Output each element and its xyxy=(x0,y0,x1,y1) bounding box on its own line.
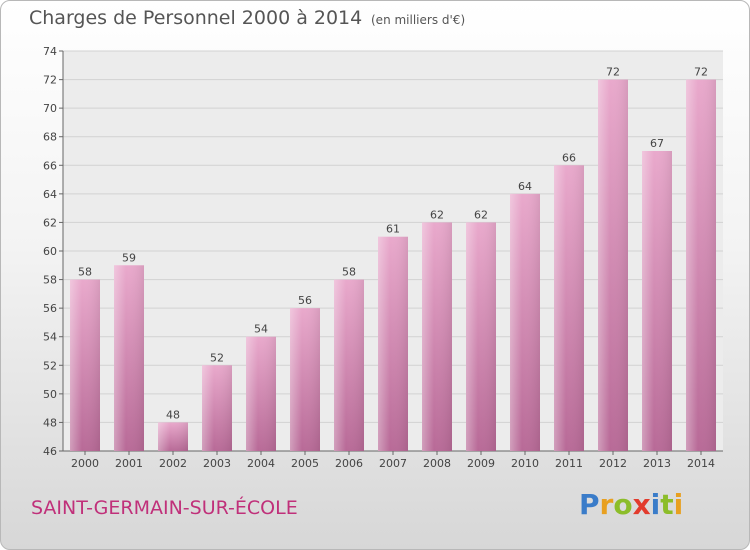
y-tick-label: 72 xyxy=(43,74,57,87)
logo-letter: t xyxy=(660,488,674,521)
y-tick-label: 52 xyxy=(43,359,57,372)
x-tick-label: 2014 xyxy=(687,457,715,470)
x-tick-label: 2011 xyxy=(555,457,583,470)
bar-value-label: 62 xyxy=(474,208,488,221)
x-tick-label: 2000 xyxy=(71,457,99,470)
bar-value-label: 52 xyxy=(210,351,224,364)
bar-shade xyxy=(246,336,276,451)
x-tick-label: 2003 xyxy=(203,457,231,470)
bar-shade xyxy=(290,308,320,451)
x-tick-label: 2004 xyxy=(247,457,275,470)
bar-value-label: 64 xyxy=(518,180,532,193)
x-tick-label: 2002 xyxy=(159,457,187,470)
x-tick-label: 2012 xyxy=(599,457,627,470)
x-tick-label: 2005 xyxy=(291,457,319,470)
chart-title: Charges de Personnel 2000 à 2014 xyxy=(29,7,363,29)
bar-value-label: 67 xyxy=(650,137,664,150)
bar-value-label: 62 xyxy=(430,208,444,221)
bar-value-label: 61 xyxy=(386,223,400,236)
y-tick-label: 60 xyxy=(43,245,57,258)
bar-shade xyxy=(70,279,100,451)
y-tick-label: 46 xyxy=(43,445,57,458)
bar-shade xyxy=(642,151,672,451)
logo-letter: o xyxy=(613,488,633,521)
y-tick-label: 50 xyxy=(43,388,57,401)
bar-value-label: 54 xyxy=(254,323,268,336)
y-tick-label: 68 xyxy=(43,131,57,144)
x-tick-label: 2001 xyxy=(115,457,143,470)
bar-shade xyxy=(686,79,716,452)
y-tick-label: 56 xyxy=(43,302,57,315)
bars xyxy=(70,79,716,452)
bar-shade xyxy=(510,193,540,451)
y-tick-label: 70 xyxy=(43,102,57,115)
y-tick-label: 48 xyxy=(43,416,57,429)
logo-letter: P xyxy=(579,488,600,521)
data-labels: 58 59 48 52 54 56 58 61 62 62 64 66 72 67 72 xyxy=(78,66,708,422)
y-tick-label: 62 xyxy=(43,216,57,229)
bar-shade xyxy=(422,222,452,451)
x-tick-label: 2008 xyxy=(423,457,451,470)
x-tick-label: 2009 xyxy=(467,457,495,470)
bar-shade xyxy=(334,279,364,451)
bar-value-label: 48 xyxy=(166,408,180,421)
bar-shade xyxy=(114,265,144,451)
bar-shade xyxy=(378,236,408,451)
bar-shade xyxy=(158,422,188,451)
x-tick-labels: 2000 2001 2002 2003 2004 2005 2006 2007 2008 2009… xyxy=(71,457,715,470)
bar-value-label: 72 xyxy=(606,66,620,79)
bar-shade xyxy=(554,165,584,452)
commune-name: SAINT-GERMAIN-SUR-ÉCOLE xyxy=(31,497,298,519)
x-tick-label: 2006 xyxy=(335,457,363,470)
logo-letter: i xyxy=(673,488,684,521)
logo-letter: r xyxy=(599,488,614,521)
bar-value-label: 72 xyxy=(694,66,708,79)
bar-value-label: 59 xyxy=(122,251,136,264)
proxiti-logo: Proxiti xyxy=(579,488,683,521)
bar-shade xyxy=(202,365,232,451)
bar-shade xyxy=(598,79,628,452)
logo-letter: x xyxy=(632,488,651,521)
y-tick-label: 64 xyxy=(43,188,57,201)
y-tick-labels: 46 48 50 52 54 56 58 60 62 64 66 68 70 72 74 xyxy=(43,45,57,458)
chart-subtitle: (en milliers d'€) xyxy=(371,13,466,27)
bar-value-label: 66 xyxy=(562,151,576,164)
y-tick-label: 74 xyxy=(43,45,57,58)
x-tick-label: 2013 xyxy=(643,457,671,470)
bar-shade xyxy=(466,222,496,451)
logo-letter: i xyxy=(650,488,661,521)
x-tick-label: 2010 xyxy=(511,457,539,470)
bar-value-label: 56 xyxy=(298,294,312,307)
y-tick-label: 54 xyxy=(43,331,57,344)
x-tick-label: 2007 xyxy=(379,457,407,470)
bar-value-label: 58 xyxy=(78,266,92,279)
y-tick-label: 66 xyxy=(43,159,57,172)
bar-value-label: 58 xyxy=(342,266,356,279)
y-tick-label: 58 xyxy=(43,274,57,287)
